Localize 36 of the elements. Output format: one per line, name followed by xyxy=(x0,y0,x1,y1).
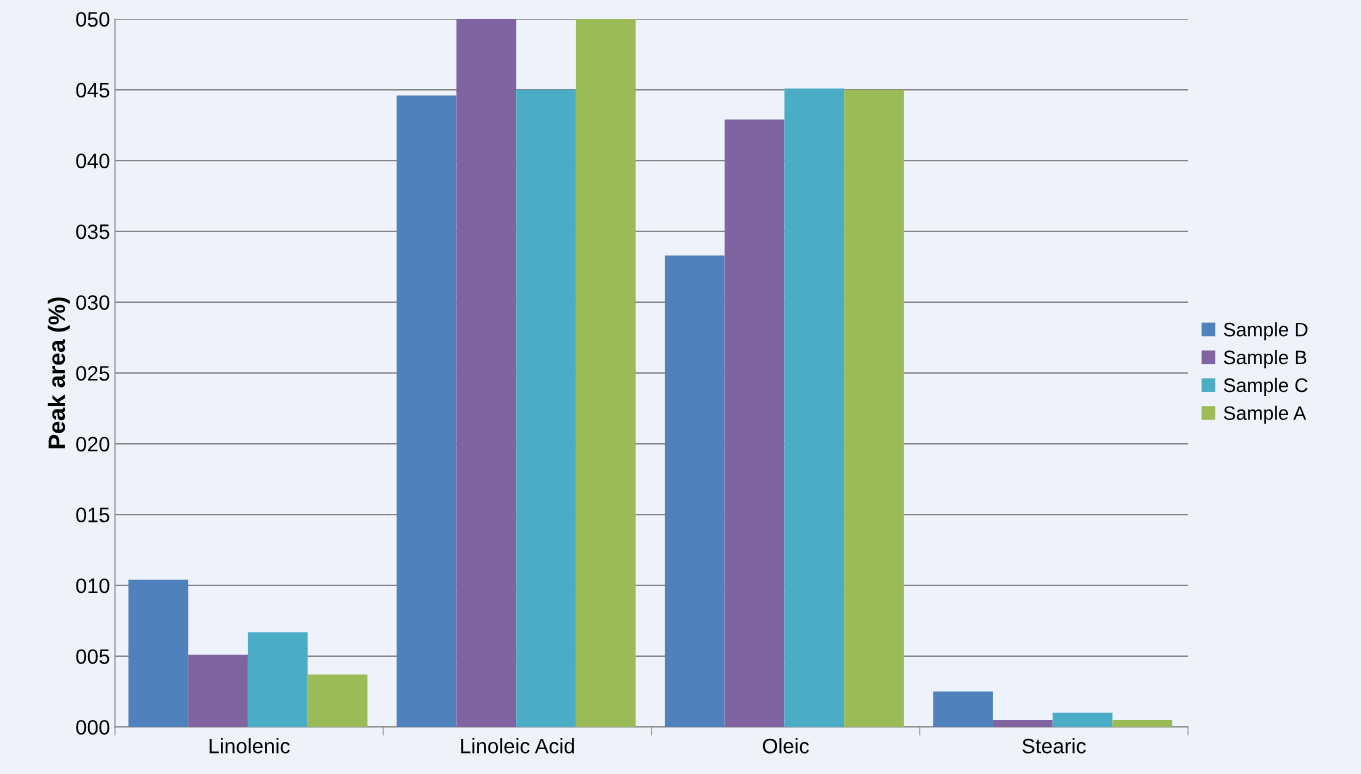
legend-label: Sample C xyxy=(1223,377,1308,396)
y-axis-title: Peak area (%) xyxy=(47,297,70,449)
bar xyxy=(1112,719,1173,727)
bar xyxy=(456,19,517,727)
bar xyxy=(1052,712,1113,727)
y-tick-label: 000 xyxy=(76,720,110,735)
legend-label: Sample D xyxy=(1223,322,1308,341)
y-tick-label: 005 xyxy=(76,649,110,664)
bar xyxy=(575,19,636,727)
bar xyxy=(247,632,308,727)
y-tick-label: 015 xyxy=(76,507,110,523)
bar xyxy=(307,674,368,727)
bar xyxy=(992,719,1053,727)
bar xyxy=(844,89,904,727)
legend-label: Sample B xyxy=(1223,350,1307,369)
y-tick-label: 035 xyxy=(76,224,110,240)
x-tick-label: Oleic xyxy=(762,738,809,754)
bar xyxy=(933,691,993,727)
bar xyxy=(128,579,189,727)
bar xyxy=(664,255,725,727)
y-tick-label: 030 xyxy=(76,295,110,310)
legend-label: Sample A xyxy=(1223,405,1307,424)
y-tick-label: 040 xyxy=(76,153,110,169)
y-tick-label: 050 xyxy=(76,12,110,27)
y-tick-label: 045 xyxy=(76,82,110,98)
y-tick-label: 025 xyxy=(76,366,110,381)
y-tick-label: 020 xyxy=(76,436,110,452)
x-tick-label: Linolenic xyxy=(209,738,290,754)
bar xyxy=(784,88,845,727)
x-tick-label: Stearic xyxy=(1022,738,1086,754)
bar xyxy=(188,654,248,727)
bar xyxy=(396,95,457,727)
x-tick-label: Linoleic Acid xyxy=(461,738,574,754)
y-tick-label: 010 xyxy=(76,578,110,594)
bar xyxy=(516,89,576,727)
bar xyxy=(724,119,785,727)
